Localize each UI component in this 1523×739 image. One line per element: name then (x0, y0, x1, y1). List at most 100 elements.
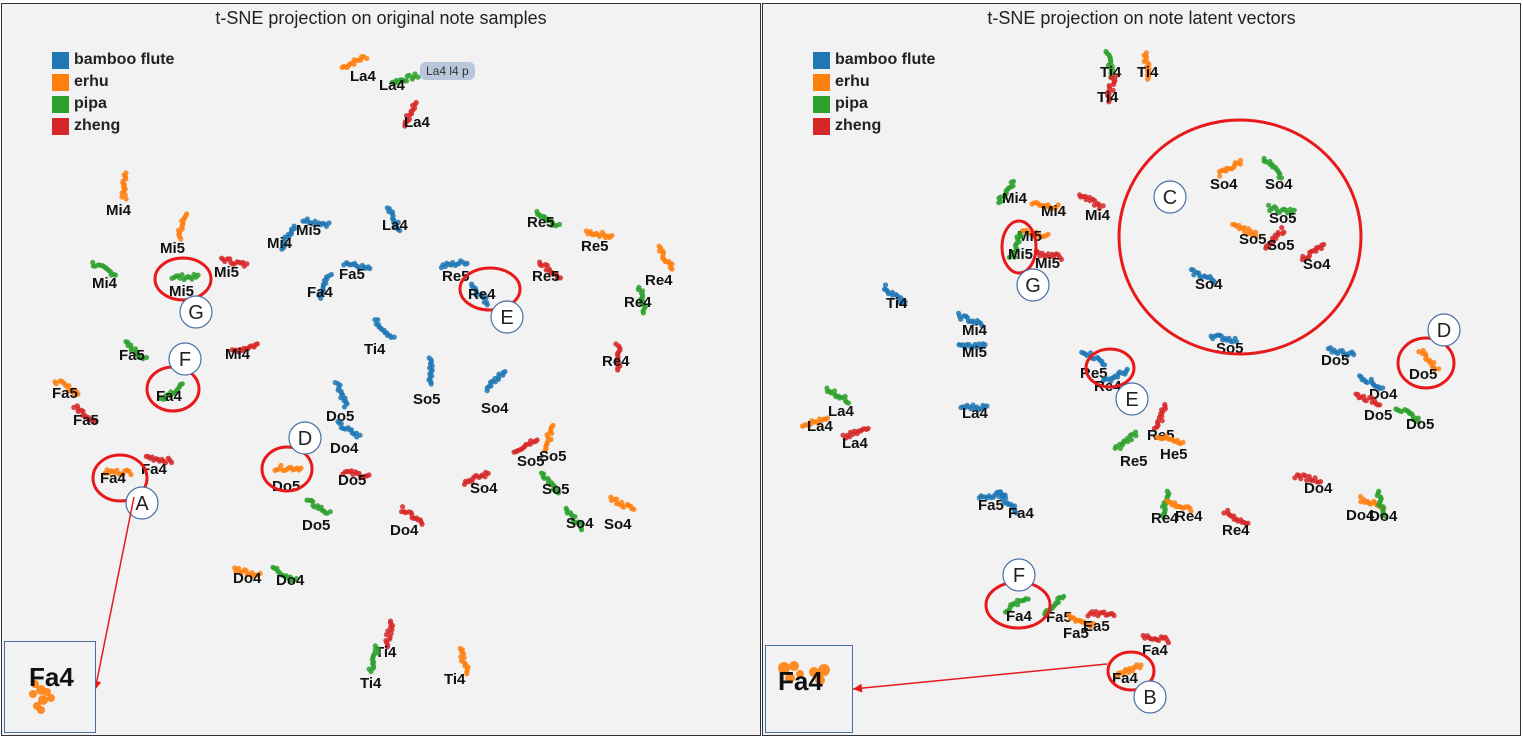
marker-letter: F (179, 349, 191, 371)
cluster-erhu-fa5: Fa5 (52, 378, 81, 402)
cluster-zheng-la4: La4 (402, 99, 431, 131)
right-zoom-inset: Fa4 (765, 645, 853, 733)
cluster-label: Mi4 (1041, 203, 1067, 220)
cluster-erhu-mi4: Mi4 (1029, 200, 1067, 220)
cluster-erhu-do4: Do4 (232, 565, 263, 587)
scatter-point (1266, 202, 1272, 208)
highlight-ellipse (1000, 219, 1038, 275)
legend-label: pipa (835, 95, 868, 112)
marker-e: E (1115, 382, 1149, 416)
cluster-zheng-do4: Do4 (1292, 472, 1333, 497)
cluster-bamboo_flute-do5: Do5 (326, 380, 354, 425)
scatter-point (1162, 401, 1168, 408)
cluster-label: Ti4 (886, 295, 908, 312)
cluster-label: Fa5 (978, 497, 1004, 514)
zoom-arrow (92, 496, 135, 691)
cluster-label: Fa5 (119, 347, 145, 364)
inset-point (43, 688, 51, 696)
cluster-label: So4 (1303, 256, 1331, 273)
marker-letter: E (500, 307, 513, 329)
highlight-ellipse (260, 445, 314, 493)
scatter-point (328, 271, 334, 278)
scatter-point (1106, 83, 1112, 89)
scatter-point (1180, 439, 1186, 445)
cluster-pipa-so4: So4 (563, 505, 594, 533)
scatter-point (1369, 395, 1375, 401)
scatter-point (1013, 510, 1020, 516)
left-inset-label: Fa4 (29, 662, 74, 692)
scatter-point (1110, 87, 1116, 93)
scatter-point (123, 196, 129, 202)
cluster-zheng-mi4: Mi4 (1077, 192, 1111, 224)
inset-point (38, 695, 48, 705)
cluster-erhu-mi5: Mi5 (160, 211, 190, 257)
right-legend: bamboo flute erhu pipa zheng (813, 49, 935, 137)
cluster-label: Do5 (1409, 366, 1437, 383)
cluster-label: So4 (1195, 276, 1223, 293)
scatter-point (998, 194, 1004, 200)
cluster-erhu-la4: La4 (799, 415, 834, 435)
cluster-label: So4 (470, 480, 498, 497)
scatter-point (366, 472, 372, 478)
cluster-pipa-ti4: Ti4 (360, 643, 382, 692)
scatter-point (979, 323, 985, 329)
inset-point (796, 670, 804, 678)
cluster-label: Do4 (1304, 480, 1333, 497)
cluster-label: Ti4 (1097, 89, 1119, 106)
legend-label: zheng (835, 117, 882, 134)
highlight-ellipse (1084, 347, 1136, 389)
scatter-point (298, 465, 304, 471)
cluster-zheng-do5: Do5 (1353, 391, 1392, 424)
cluster-label: Do5 (338, 472, 366, 489)
scatter-point (865, 425, 871, 432)
cluster-label: Ti4 (1137, 64, 1159, 81)
cluster-label: Fa4 (156, 388, 183, 405)
scatter-point (1242, 225, 1248, 231)
cluster-label: Mi5 (214, 264, 239, 281)
scatter-point (338, 395, 344, 401)
cluster-bamboo_flute-so4: So4 (1188, 267, 1223, 293)
scatter-point (845, 400, 851, 406)
scatter-point (1312, 475, 1318, 481)
cluster-pipa-re5: Re5 (1112, 429, 1148, 470)
scatter-point (549, 218, 555, 225)
cluster-label: La4 (379, 77, 406, 94)
scatter-point (326, 220, 332, 226)
cluster-pipa-mi4: Mi4 (90, 259, 119, 292)
cluster-label: So4 (604, 516, 632, 533)
legend-item-pipa: pipa (813, 93, 935, 115)
scatter-point (1100, 203, 1106, 209)
cluster-label: Re5 (581, 238, 609, 255)
scatter-point (579, 527, 585, 533)
cluster-label: La4 (350, 68, 377, 85)
marker-circle (490, 300, 524, 334)
marker-e: E (490, 300, 524, 334)
cluster-zheng-re5: Re5 (532, 259, 564, 285)
cluster-label: Mi4 (92, 275, 118, 292)
left-chart-title: t-SNE projection on original note sample… (215, 8, 547, 28)
cluster-label: Fa4 (1008, 505, 1035, 522)
scatter-point (1111, 612, 1117, 619)
marker-circle (168, 342, 202, 376)
cluster-label: Ti4 (375, 644, 397, 661)
scatter-point (484, 302, 490, 308)
cluster-label: Do4 (390, 522, 419, 539)
scatter-point (1278, 175, 1284, 181)
scatter-point (597, 233, 603, 240)
cluster-label: Re4 (1175, 508, 1203, 525)
scatter-point (662, 258, 668, 265)
cluster-label: He5 (1160, 446, 1188, 463)
cluster-bamboo_flute-mi4: Mi4 (956, 310, 988, 339)
marker-g: G (179, 295, 213, 329)
scatter-point (1096, 205, 1102, 211)
cluster-bamboo_flute-mi5: Mi5 (956, 341, 988, 361)
scatter-point (475, 292, 481, 298)
scatter-point (1188, 508, 1194, 514)
scatter-point (169, 459, 175, 466)
cluster-zheng-do4: Do4 (390, 504, 425, 539)
marker-b: B (1133, 680, 1167, 714)
cluster-pipa-so5: So5 (1266, 202, 1297, 227)
legend-label: bamboo flute (74, 51, 175, 68)
cluster-zheng-fa5: Fa5 (71, 403, 99, 429)
cluster-label: Do4 (1369, 508, 1398, 525)
